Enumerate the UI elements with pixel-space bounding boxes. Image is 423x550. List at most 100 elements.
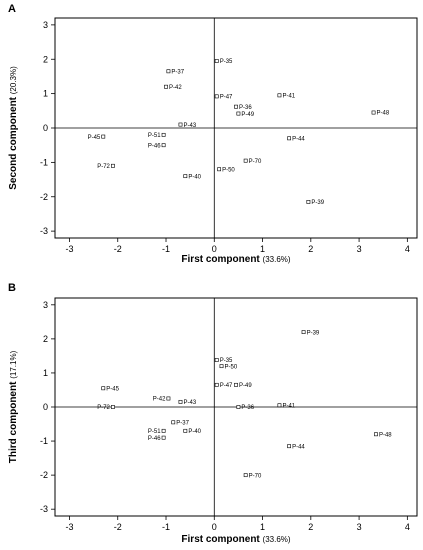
x-tick-label: 1 bbox=[260, 244, 265, 254]
y-tick-label: 2 bbox=[43, 54, 48, 64]
y-tick-label: 3 bbox=[43, 300, 48, 310]
point-label: P-36 bbox=[239, 105, 252, 111]
point-label: P-70 bbox=[249, 159, 262, 165]
data-point bbox=[277, 403, 282, 408]
x-tick-label: 4 bbox=[405, 244, 410, 254]
data-point bbox=[161, 132, 166, 137]
data-point bbox=[277, 93, 282, 98]
x-tick-label: -2 bbox=[114, 244, 122, 254]
x-tick-label: 0 bbox=[212, 244, 217, 254]
x-tick-label: 0 bbox=[212, 522, 217, 532]
point-label: P-49 bbox=[239, 383, 252, 389]
y-tick-label: 1 bbox=[43, 89, 48, 99]
y-axis-title: Second component (20.3%) bbox=[8, 66, 19, 190]
point-label: P-42 bbox=[153, 397, 166, 403]
data-point bbox=[166, 396, 171, 401]
point-label: P-43 bbox=[183, 400, 196, 406]
point-label: P-36 bbox=[241, 405, 254, 411]
data-point bbox=[111, 405, 115, 409]
data-point bbox=[219, 364, 224, 369]
x-tick-label: -3 bbox=[65, 522, 73, 532]
point-label: P-43 bbox=[183, 123, 196, 129]
y-axis-title: Third component (17.1%) bbox=[8, 350, 19, 463]
point-label: P-40 bbox=[188, 429, 201, 435]
y-tick-label: 3 bbox=[43, 20, 48, 30]
point-label: P-35 bbox=[220, 358, 233, 364]
point-label: P-49 bbox=[241, 112, 254, 118]
data-point bbox=[178, 122, 183, 127]
data-point bbox=[101, 134, 106, 139]
point-label: P-35 bbox=[220, 59, 233, 65]
point-label: P-44 bbox=[292, 137, 305, 143]
x-tick-label: 3 bbox=[357, 244, 362, 254]
data-point bbox=[161, 143, 166, 148]
data-point bbox=[171, 420, 176, 425]
point-label: P-48 bbox=[377, 111, 390, 117]
y-tick-label: -3 bbox=[40, 504, 48, 514]
data-point bbox=[161, 428, 166, 433]
data-point bbox=[301, 330, 306, 334]
x-tick-label: -2 bbox=[114, 522, 122, 532]
point-label: P-50 bbox=[222, 167, 235, 173]
data-point bbox=[214, 382, 219, 387]
panel-label: B bbox=[8, 282, 16, 294]
point-label: P-47 bbox=[220, 383, 233, 389]
point-label: P-72 bbox=[97, 405, 110, 411]
data-point bbox=[161, 435, 166, 440]
data-point bbox=[287, 136, 291, 141]
x-tick-label: -3 bbox=[65, 244, 73, 254]
y-tick-label: 2 bbox=[43, 334, 48, 344]
data-point bbox=[236, 111, 241, 116]
x-axis-title: First component (33.6%) bbox=[181, 254, 290, 265]
data-point bbox=[178, 399, 183, 404]
point-label: P-41 bbox=[282, 403, 295, 409]
scatter-panel-b: B -3 -2 -1 0 1 2 3 4 -3 -2 -1 0 1 2 3 First component (3… bbox=[8, 282, 418, 545]
data-point bbox=[371, 110, 376, 115]
point-label: P-45 bbox=[106, 386, 119, 392]
point-label: P-46 bbox=[148, 436, 161, 442]
point-label: P-50 bbox=[225, 364, 238, 370]
x-tick-label: 3 bbox=[357, 522, 362, 532]
point-label: P-40 bbox=[188, 174, 201, 180]
data-point bbox=[101, 386, 106, 391]
panel-label: A bbox=[8, 3, 16, 15]
point-label: P-51 bbox=[148, 133, 161, 139]
point-label: P-44 bbox=[292, 444, 305, 450]
data-point bbox=[214, 358, 219, 362]
x-tick-label: 2 bbox=[308, 244, 313, 254]
data-point bbox=[234, 382, 238, 387]
scatter-panel-a: A -3 -2 -1 0 1 2 3 4 -3 -2 -1 0 1 2 3 First component (3… bbox=[8, 3, 418, 265]
y-tick-label: -2 bbox=[40, 470, 48, 480]
y-tick-label: -1 bbox=[40, 436, 48, 446]
x-tick-label: -1 bbox=[162, 522, 170, 532]
data-point bbox=[306, 200, 311, 204]
x-tick-label: -1 bbox=[162, 244, 170, 254]
point-label: P-46 bbox=[148, 143, 161, 149]
data-point bbox=[234, 104, 238, 109]
data-point bbox=[243, 473, 248, 478]
x-axis-title: First component (33.6%) bbox=[181, 534, 290, 545]
point-label: P-47 bbox=[220, 95, 233, 101]
y-tick-label: 0 bbox=[43, 123, 48, 133]
x-tick-label: 1 bbox=[260, 522, 265, 532]
y-tick-label: -2 bbox=[40, 192, 48, 202]
y-tick-label: 0 bbox=[43, 402, 48, 412]
point-label: P-39 bbox=[311, 200, 324, 206]
point-label: P-72 bbox=[97, 164, 110, 170]
data-point bbox=[217, 167, 222, 172]
data-point bbox=[183, 428, 188, 433]
point-label: P-37 bbox=[171, 69, 184, 75]
point-label: P-51 bbox=[148, 429, 161, 435]
point-label: P-41 bbox=[282, 94, 295, 100]
point-label: P-48 bbox=[379, 432, 392, 438]
data-point bbox=[166, 69, 171, 74]
data-point bbox=[214, 94, 219, 99]
point-label: P-37 bbox=[176, 421, 189, 427]
data-point bbox=[111, 163, 115, 168]
point-label: P-39 bbox=[307, 330, 320, 336]
data-point bbox=[214, 59, 219, 63]
y-tick-label: -1 bbox=[40, 157, 48, 167]
data-point bbox=[183, 174, 188, 179]
x-tick-label: 2 bbox=[308, 522, 313, 532]
